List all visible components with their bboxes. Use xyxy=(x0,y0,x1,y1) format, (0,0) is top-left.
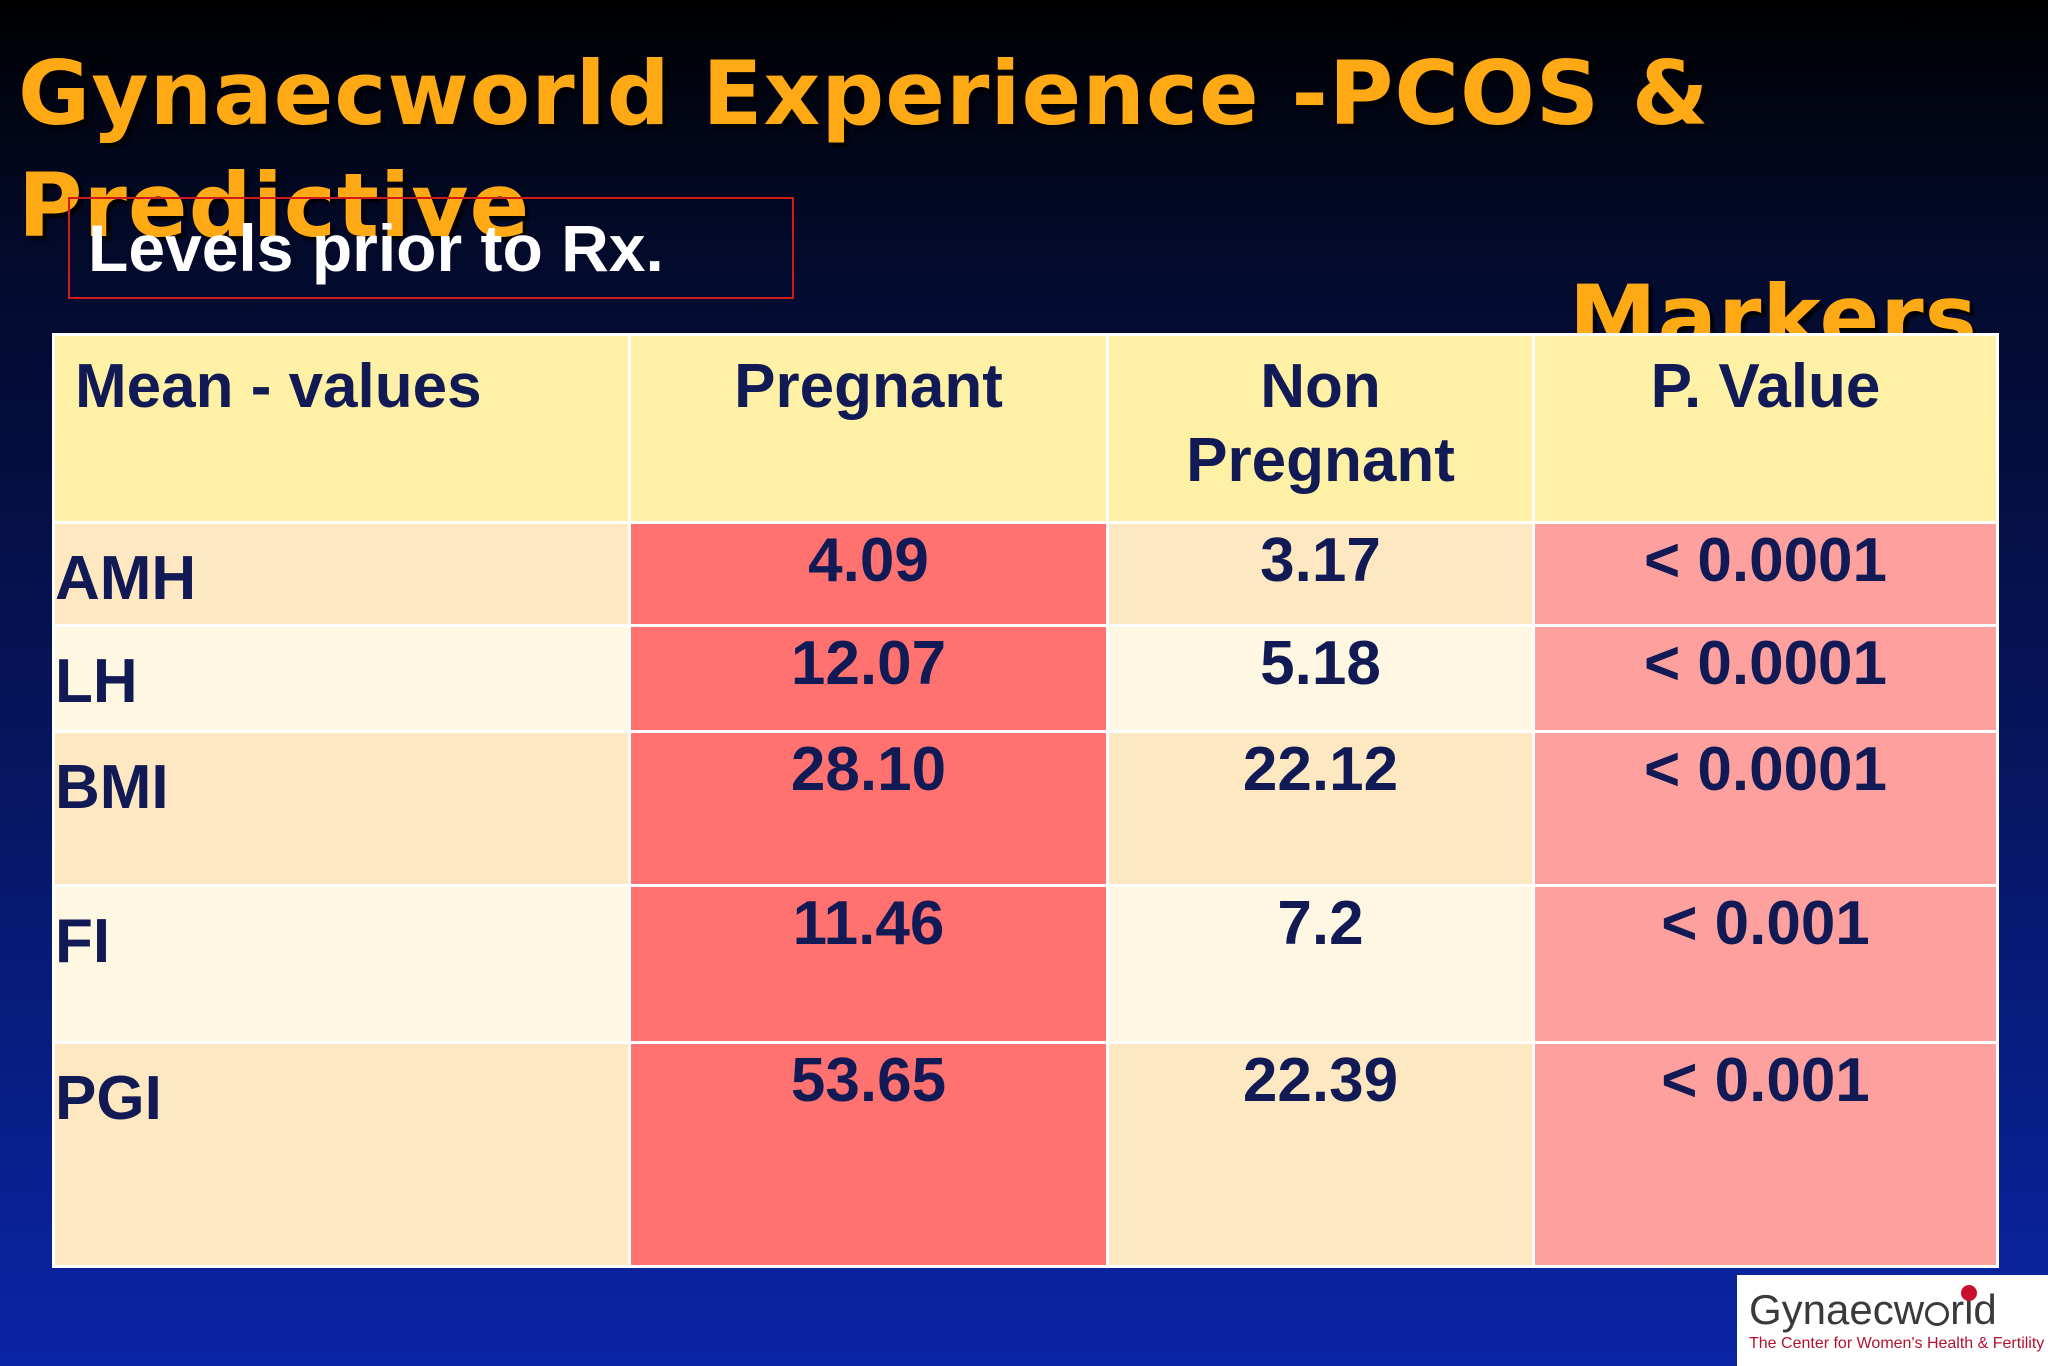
table-row: PGI 53.65 22.39 < 0.001 xyxy=(52,1041,1999,1268)
table-row: AMH 4.09 3.17 < 0.0001 xyxy=(52,521,1999,627)
slide-title: Gynaecworld Experience -PCOS & Predictiv… xyxy=(18,38,1998,374)
p-value: < 0.0001 xyxy=(1532,730,1999,887)
pregnant-value: 12.07 xyxy=(628,624,1109,733)
non-pregnant-value: 5.18 xyxy=(1106,624,1535,733)
marker-label: AMH xyxy=(52,521,631,627)
p-value: < 0.0001 xyxy=(1532,624,1999,733)
marker-label: PGI xyxy=(52,1041,631,1268)
markers-table: Mean - values Pregnant Non Pregnant P. Va… xyxy=(52,333,1999,1268)
marker-label: LH xyxy=(52,624,631,733)
header-mean-values: Mean - values xyxy=(52,333,631,524)
table-row: LH 12.07 5.18 < 0.0001 xyxy=(52,624,1999,733)
logo-tagline: The Center for Women's Health & Fertilit… xyxy=(1749,1335,2045,1352)
header-pregnant: Pregnant xyxy=(628,333,1109,524)
slide-title-line1: Gynaecworld Experience -PCOS & Predictiv… xyxy=(18,42,1710,257)
logo-dot-icon xyxy=(1961,1285,1977,1301)
non-pregnant-value: 22.39 xyxy=(1106,1041,1535,1268)
non-pregnant-value: 22.12 xyxy=(1106,730,1535,887)
subtitle-text: Levels prior to Rx. xyxy=(88,211,664,285)
marker-label: FI xyxy=(52,884,631,1044)
table-row: BMI 28.10 22.12 < 0.0001 xyxy=(52,730,1999,887)
gynaecworld-logo: Gynaecw rld The Center for Women's Health… xyxy=(1737,1275,2048,1366)
logo-wordmark: Gynaecw rld xyxy=(1749,1285,1997,1333)
table-header-row: Mean - values Pregnant Non Pregnant P. Va… xyxy=(52,333,1999,524)
non-pregnant-value: 7.2 xyxy=(1106,884,1535,1044)
pregnant-value: 4.09 xyxy=(628,521,1109,627)
marker-label: BMI xyxy=(52,730,631,887)
p-value: < 0.0001 xyxy=(1532,521,1999,627)
non-pregnant-value: 3.17 xyxy=(1106,521,1535,627)
table-row: FI 11.46 7.2 < 0.001 xyxy=(52,884,1999,1044)
p-value: < 0.001 xyxy=(1532,884,1999,1044)
pregnant-value: 11.46 xyxy=(628,884,1109,1044)
pregnant-value: 28.10 xyxy=(628,730,1109,887)
subtitle-box: Levels prior to Rx. xyxy=(68,197,794,299)
pregnant-value: 53.65 xyxy=(628,1041,1109,1268)
header-non-pregnant: Non Pregnant xyxy=(1106,333,1535,524)
p-value: < 0.001 xyxy=(1532,1041,1999,1268)
header-p-value: P. Value xyxy=(1532,333,1999,524)
